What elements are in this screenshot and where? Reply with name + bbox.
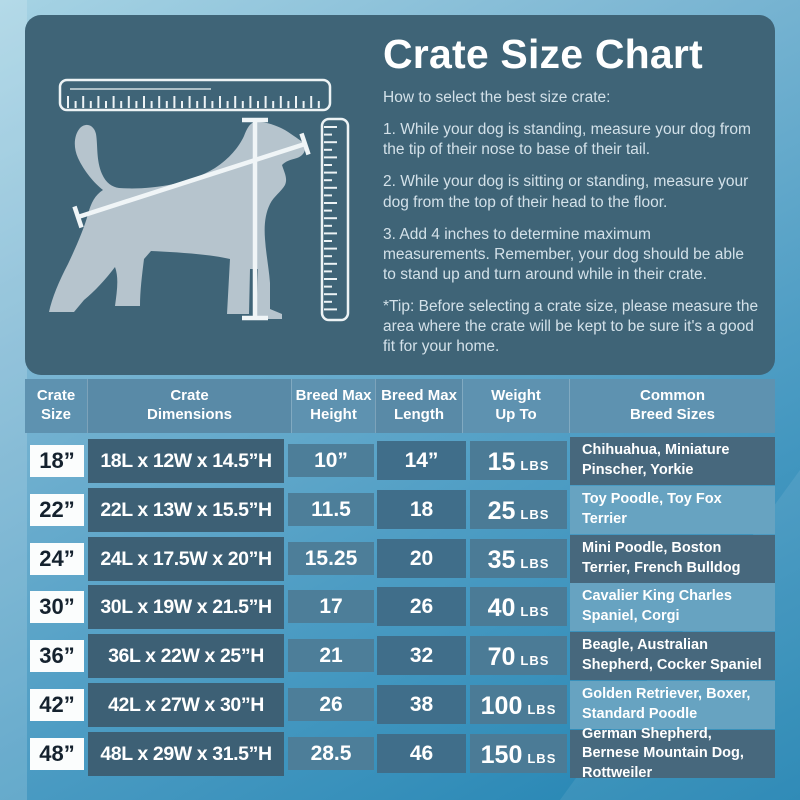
step-3-text: 3. Add 4 inches to determine maximum mea… (383, 225, 745, 283)
weight-value: 15 (487, 448, 516, 476)
max-length-cell: 18 (377, 490, 466, 529)
weight-cell: 35 LBS (470, 539, 567, 578)
crate-size-cell: 22” (30, 494, 84, 526)
breeds-cell: Mini Poodle, Boston Terrier, French Bull… (570, 535, 775, 583)
weight-unit: LBS (520, 556, 550, 571)
max-length-cell: 26 (377, 587, 466, 626)
dimensions-cell: 18L x 12W x 14.5”H (88, 439, 284, 483)
weight-value: 150 (480, 741, 523, 769)
vertical-ruler-icon (320, 117, 350, 322)
table-row: 36” 36L x 22W x 25”H 21 32 70 LBS Beagle… (0, 632, 800, 681)
max-length-cell: 32 (377, 636, 466, 675)
weight-value: 100 (480, 692, 523, 720)
breeds-cell: German Shepherd, Bernese Mountain Dog, R… (570, 726, 775, 781)
header-breed-max-length: Breed Max Length (375, 379, 462, 433)
max-length-cell: 38 (377, 685, 466, 724)
max-height-cell: 10” (288, 444, 374, 477)
table-row: 30” 30L x 19W x 21.5”H 17 26 40 LBS Cava… (0, 583, 800, 632)
dimensions-cell: 24L x 17.5W x 20”H (88, 537, 284, 581)
weight-cell: 100 LBS (470, 685, 567, 724)
weight-unit: LBS (527, 751, 557, 766)
weight-unit: LBS (520, 458, 550, 473)
panel-text: Crate Size Chart How to select the best … (383, 31, 761, 358)
tip-text: *Tip: Before selecting a crate size, ple… (383, 298, 759, 356)
weight-unit: LBS (520, 653, 550, 668)
breeds-cell: Chihuahua, Miniature Pinscher, Yorkie (570, 437, 775, 485)
breeds-cell: Golden Retriever, Boxer, Standard Poodle (570, 681, 775, 729)
max-height-cell: 28.5 (288, 737, 374, 770)
crate-size-cell: 42” (30, 689, 84, 721)
breeds-cell: Beagle, Australian Shepherd, Cocker Span… (570, 632, 775, 680)
max-height-cell: 15.25 (288, 542, 374, 575)
breeds-cell: Cavalier King Charles Spaniel, Corgi (570, 583, 775, 631)
crate-size-cell: 18” (30, 445, 84, 477)
background-facet-left (0, 0, 27, 800)
dimensions-cell: 42L x 27W x 30”H (88, 683, 284, 727)
dog-silhouette (49, 121, 306, 319)
weight-cell: 40 LBS (470, 587, 567, 626)
intro-text: How to select the best size crate: (383, 89, 611, 106)
table-row: 48” 48L x 29W x 31.5”H 28.5 46 150 LBS G… (0, 726, 800, 781)
weight-cell: 15 LBS (470, 441, 567, 480)
weight-value: 40 (487, 594, 516, 622)
weight-value: 25 (487, 497, 516, 525)
header-weight-up-to: Weight Up To (462, 379, 569, 433)
dimensions-cell: 36L x 22W x 25”H (88, 634, 284, 678)
weight-value: 35 (487, 546, 516, 574)
weight-cell: 25 LBS (470, 490, 567, 529)
header-common-breed-sizes: Common Breed Sizes (569, 379, 775, 433)
info-panel: Crate Size Chart How to select the best … (25, 15, 775, 375)
table-row: 24” 24L x 17.5W x 20”H 15.25 20 35 LBS M… (0, 535, 800, 584)
max-height-cell: 21 (288, 639, 374, 672)
header-breed-max-height: Breed Max Height (291, 379, 375, 433)
dog-measurement-illustration (49, 78, 350, 322)
crate-size-cell: 36” (30, 640, 84, 672)
step-2-text: 2. While your dog is sitting or standing… (383, 173, 749, 211)
weight-cell: 150 LBS (470, 734, 567, 773)
header-crate-dimensions: Crate Dimensions (87, 379, 291, 433)
step-1-text: 1. While your dog is standing, measure y… (383, 121, 751, 159)
crate-size-cell: 24” (30, 543, 84, 575)
max-height-cell: 11.5 (288, 493, 374, 526)
weight-unit: LBS (520, 507, 550, 522)
weight-cell: 70 LBS (470, 636, 567, 675)
breeds-cell: Toy Poodle, Toy Fox Terrier (570, 486, 775, 534)
dimensions-cell: 22L x 13W x 15.5”H (88, 488, 284, 532)
crate-size-cell: 30” (30, 591, 84, 623)
header-crate-size: Crate Size (36, 387, 76, 423)
table-row: 42” 42L x 27W x 30”H 26 38 100 LBS Golde… (0, 681, 800, 730)
horizontal-ruler-icon (58, 78, 332, 112)
max-height-cell: 26 (288, 688, 374, 721)
weight-unit: LBS (520, 604, 550, 619)
weight-value: 70 (487, 643, 516, 671)
table-row: 22” 22L x 13W x 15.5”H 11.5 18 25 LBS To… (0, 486, 800, 535)
weight-unit: LBS (527, 702, 557, 717)
crate-size-cell: 48” (30, 738, 84, 770)
table-header: Crate Size Crate Dimensions Breed Max He… (25, 379, 775, 433)
dimensions-cell: 48L x 29W x 31.5”H (88, 732, 284, 776)
max-length-cell: 20 (377, 539, 466, 578)
max-length-cell: 14” (377, 441, 466, 480)
page-title: Crate Size Chart (383, 31, 703, 77)
length-measure-line (72, 132, 311, 229)
table-row: 18” 18L x 12W x 14.5”H 10” 14” 15 LBS Ch… (0, 437, 800, 486)
height-measure-line (242, 117, 268, 321)
max-length-cell: 46 (377, 734, 466, 773)
dimensions-cell: 30L x 19W x 21.5”H (88, 585, 284, 629)
max-height-cell: 17 (288, 590, 374, 623)
